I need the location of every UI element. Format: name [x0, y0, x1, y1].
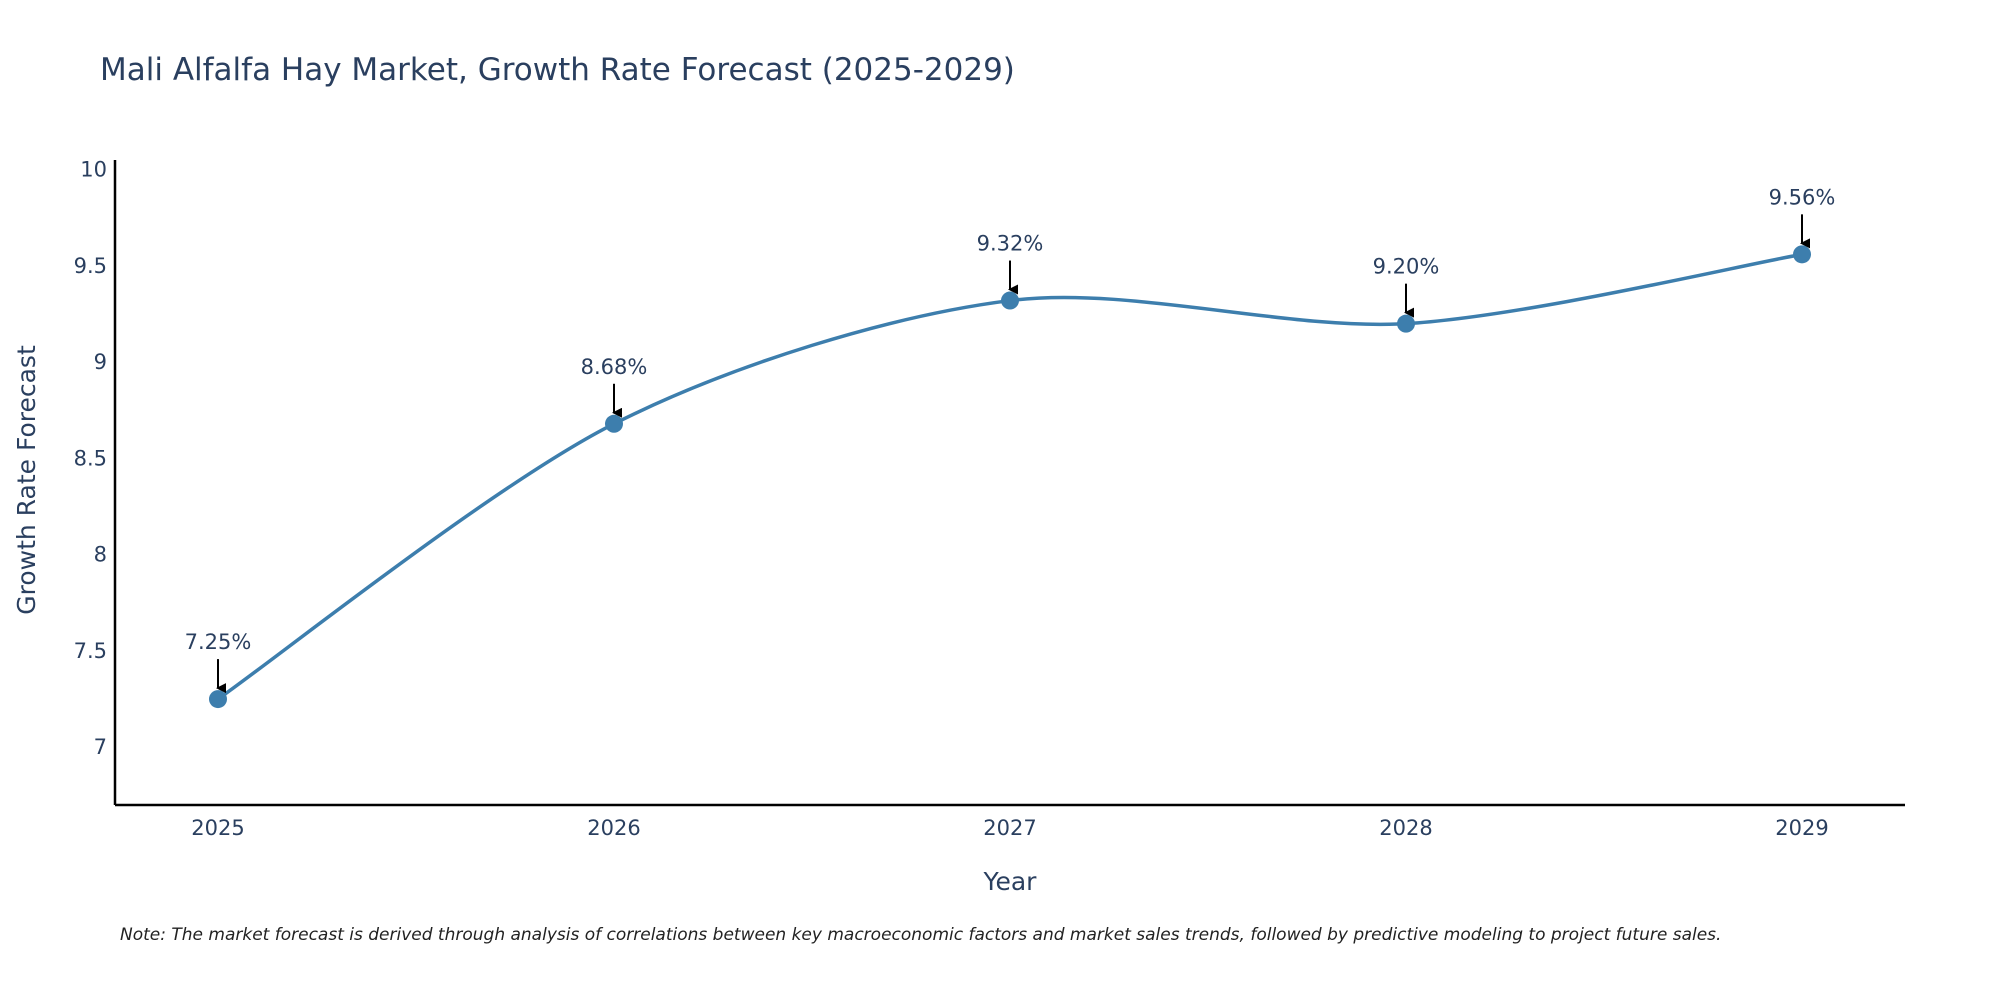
y-tick-label: 7.5 — [74, 639, 107, 663]
data-point — [209, 690, 227, 709]
data-label: 8.68% — [581, 355, 648, 379]
data-label-annotations: 7.25% 8.68% 9.32% 9.20% 9.56% — [185, 185, 1836, 694]
data-label: 9.32% — [977, 232, 1044, 256]
y-tick-label: 10 — [80, 158, 107, 182]
y-tick-label: 8.5 — [74, 446, 107, 470]
y-axis-ticks: 7 7.5 8 8.5 9 9.5 10 — [74, 158, 107, 760]
chart-note: Note: The market forecast is derived thr… — [120, 925, 1721, 945]
y-tick-label: 8 — [94, 543, 107, 567]
x-axis-title: Year — [983, 867, 1038, 896]
y-tick-label: 7 — [94, 735, 107, 759]
data-point — [605, 414, 623, 433]
x-axis-ticks: 2025 2026 2027 2028 2029 — [191, 816, 1828, 840]
x-tick-label: 2029 — [1775, 816, 1828, 840]
data-point — [1397, 314, 1415, 333]
series-line — [217, 252, 1803, 701]
y-axis-title: Growth Rate Forecast — [12, 345, 41, 615]
y-tick-label: 9.5 — [74, 254, 107, 278]
data-label: 9.20% — [1373, 255, 1440, 279]
x-tick-label: 2025 — [191, 816, 244, 840]
x-tick-label: 2027 — [983, 816, 1036, 840]
chart-title: Mali Alfalfa Hay Market, Growth Rate For… — [100, 52, 1015, 88]
y-tick-label: 9 — [94, 350, 107, 374]
series-markers — [209, 245, 1811, 709]
x-tick-label: 2028 — [1379, 816, 1432, 840]
data-point — [1793, 245, 1811, 264]
data-point — [1001, 291, 1019, 310]
data-label: 7.25% — [185, 630, 252, 654]
data-label: 9.56% — [1769, 185, 1836, 209]
x-tick-label: 2026 — [587, 816, 640, 840]
